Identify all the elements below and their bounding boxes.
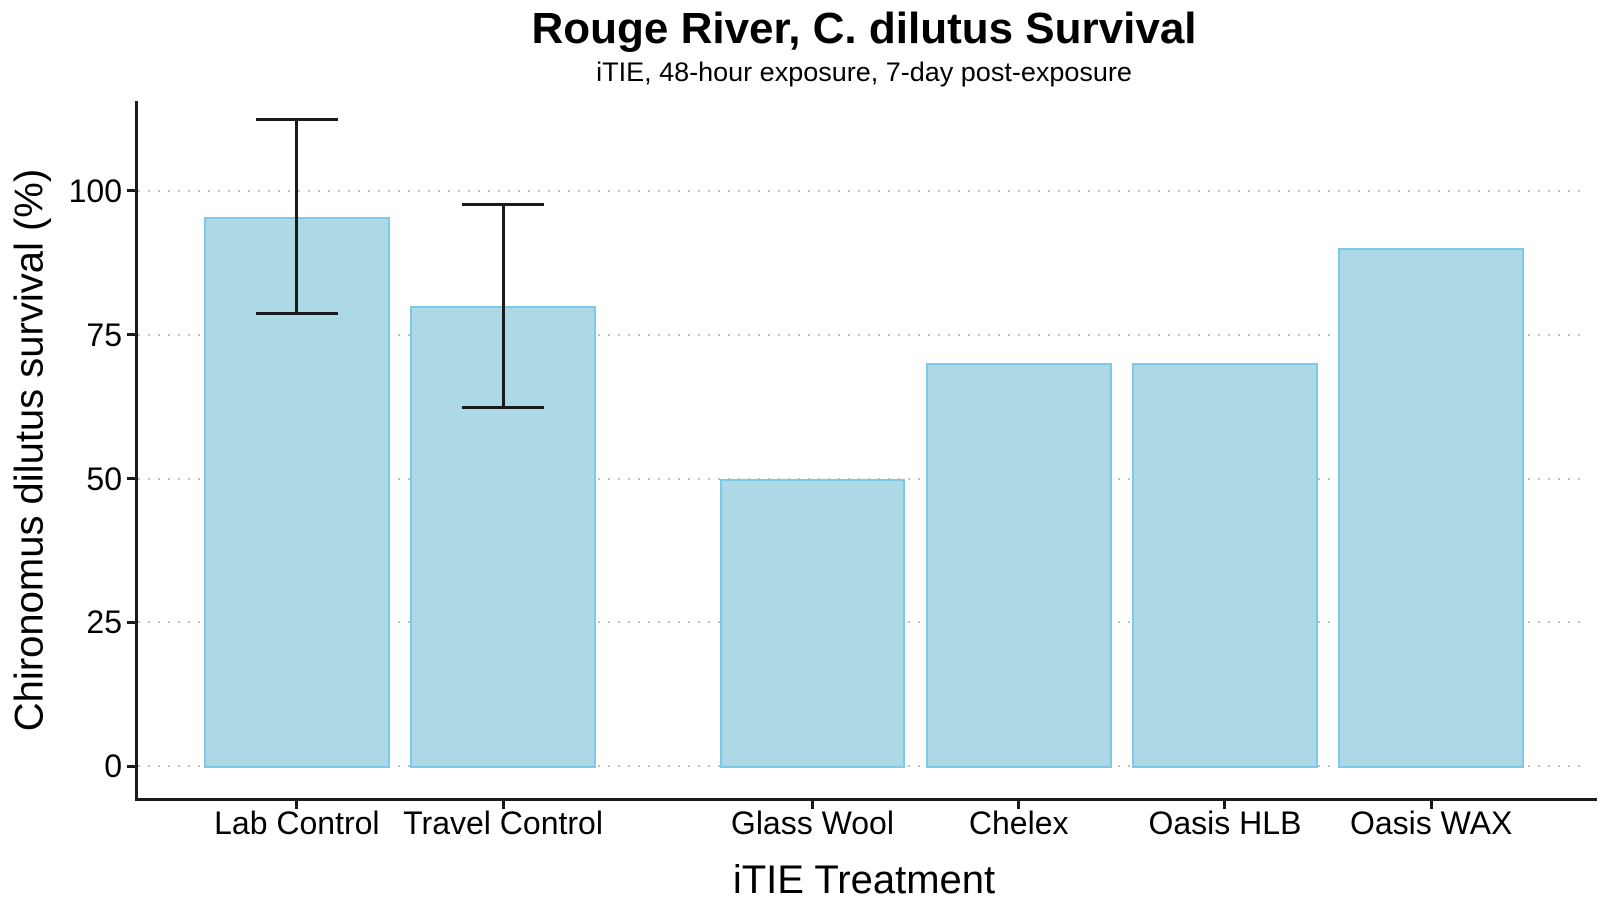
y-tick-mark-100 [127,189,136,193]
bar-oasis-wax [1338,248,1524,769]
x-tick-mark-travel-control [501,801,505,809]
x-tick-label-glass-wool: Glass Wool [730,805,894,841]
y-axis-title: Chironomus dilutus survival (%) [7,168,52,732]
gridline-75 [138,333,1587,336]
y-tick-mark-50 [127,477,136,481]
y-tick-mark-0 [127,764,136,768]
x-tick-mark-oasis-wax [1429,801,1433,809]
y-tick-mark-25 [127,620,136,624]
x-axis-title: iTIE Treatment [732,858,996,902]
plot-panel [138,101,1590,798]
x-tick-label-oasis-wax: Oasis WAX [1349,805,1513,841]
error-bar-cap-top-lab-control [255,117,339,121]
x-tick-label-oasis-hlb: Oasis HLB [1148,805,1302,841]
bar-glass-wool [719,478,906,769]
y-tick-mark-75 [127,333,136,337]
chart-title: Rouge River, C. dilutus Survival [531,4,1197,53]
x-tick-mark-chelex [1017,801,1021,809]
x-tick-mark-lab-control [295,801,299,809]
error-bar-cap-bottom-lab-control [255,312,339,316]
bar-chelex [925,363,1112,769]
error-bar-cap-bottom-travel-control [461,405,545,409]
error-bar-cap-top-travel-control [461,203,545,207]
x-tick-label-lab-control: Lab Control [214,805,380,841]
y-tick-label-75: 75 [86,316,122,353]
y-tick-label-100: 100 [68,172,122,209]
gridline-100 [138,189,1587,192]
x-tick-mark-oasis-hlb [1223,801,1227,809]
y-tick-label-50: 50 [86,460,122,497]
chart-subtitle: iTIE, 48-hour exposure, 7-day post-expos… [596,57,1132,87]
y-tick-label-25: 25 [86,604,122,641]
error-bar-line-travel-control [501,204,505,408]
x-tick-mark-glass-wool [810,801,814,809]
x-tick-label-chelex: Chelex [968,805,1069,841]
bar-oasis-hlb [1132,363,1318,769]
y-axis-line [135,101,138,801]
y-tick-label-0: 0 [104,748,122,785]
x-axis-line [135,798,1597,801]
error-bar-line-lab-control [295,119,299,314]
x-tick-label-travel-control: Travel Control [403,805,603,841]
